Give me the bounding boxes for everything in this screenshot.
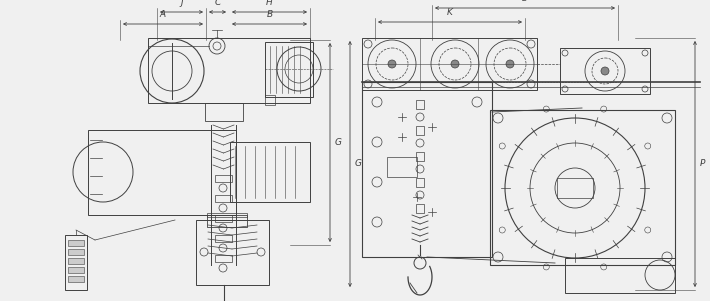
Bar [362,38,537,90]
Bar [68,267,84,273]
Bar [207,215,247,227]
Text: B: B [266,10,273,19]
Bar [416,204,424,213]
Bar [68,249,84,255]
Bar [416,100,424,109]
Circle shape [451,60,459,68]
Bar [557,178,593,198]
Bar [68,240,84,246]
Bar [68,258,84,264]
Text: S: S [522,0,528,3]
Bar [205,103,243,121]
Bar [215,175,232,182]
Bar [416,126,424,135]
Bar [88,130,236,215]
Circle shape [506,60,514,68]
Bar [265,95,275,105]
Bar [207,213,247,217]
Bar [490,110,675,265]
Circle shape [601,67,609,75]
Bar [65,235,87,290]
Bar [416,152,424,161]
Text: P: P [700,160,705,169]
Bar [230,142,310,202]
Bar [148,38,310,103]
Bar [68,276,84,282]
Text: A: A [160,10,166,19]
Text: G: G [335,138,342,147]
Bar [416,178,424,187]
Text: H: H [266,0,273,7]
Bar [387,157,417,177]
Bar [265,42,313,97]
Bar [215,215,232,222]
Bar [215,235,232,242]
Text: C: C [214,0,221,7]
Bar [560,48,650,94]
Bar [215,255,232,262]
Bar [362,82,492,257]
Text: K: K [447,8,453,17]
Text: J: J [180,0,182,7]
Text: G: G [355,160,362,169]
Bar [196,220,269,285]
Circle shape [388,60,396,68]
Bar [215,195,232,202]
Bar [565,258,675,293]
